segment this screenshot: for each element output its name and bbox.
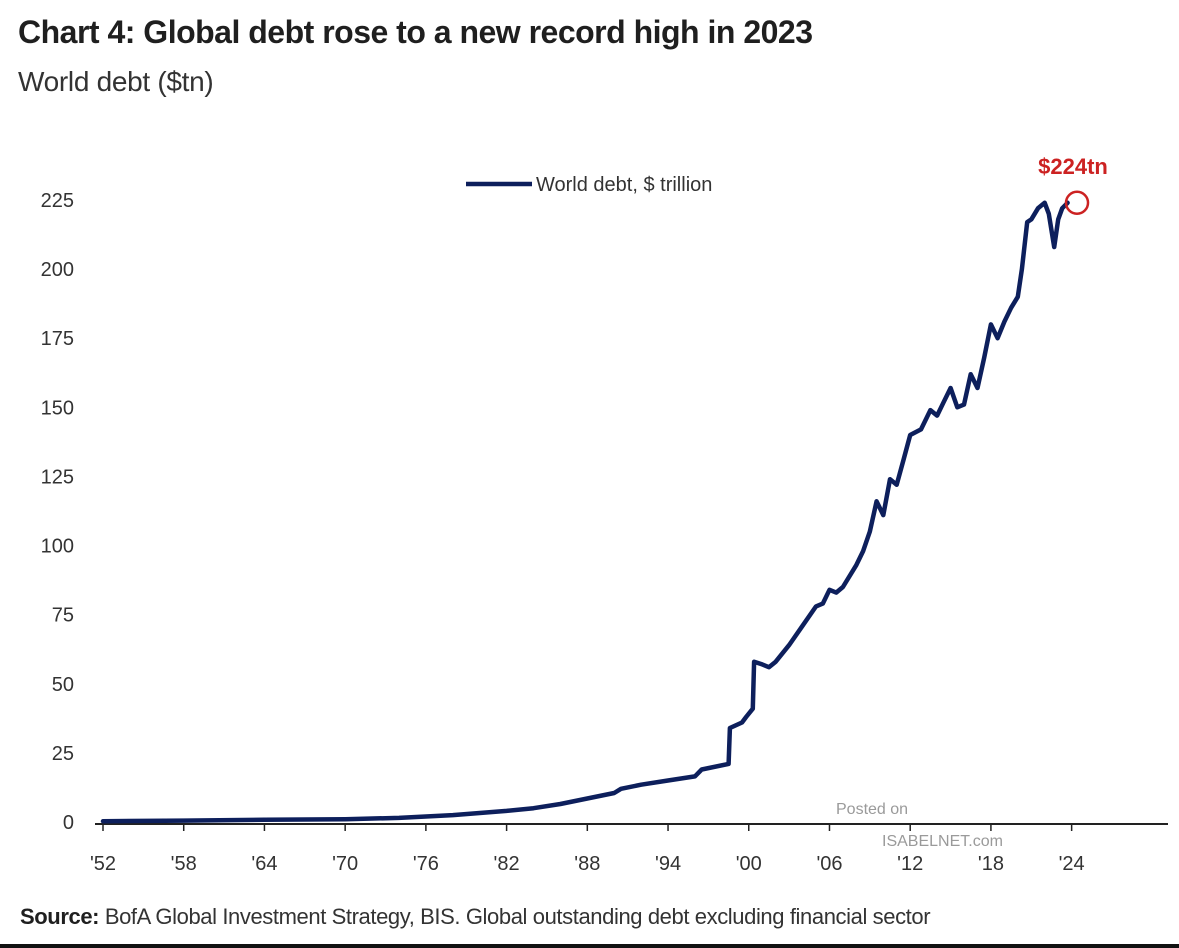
x-tick-label: '18 xyxy=(978,853,1004,875)
x-tick-label: '00 xyxy=(736,853,762,875)
y-tick-label: 200 xyxy=(41,259,74,281)
x-tick-label: '58 xyxy=(171,853,197,875)
y-tick-label: 150 xyxy=(41,397,74,419)
peak-marker-circle xyxy=(1064,190,1090,216)
chart-title: Chart 4: Global debt rose to a new recor… xyxy=(18,14,813,50)
x-tick-label: '88 xyxy=(574,853,600,875)
bottom-rule xyxy=(0,944,1179,948)
y-tick-label: 225 xyxy=(41,190,74,212)
x-tick-label: '24 xyxy=(1059,853,1085,875)
x-tick-label: '12 xyxy=(897,853,923,875)
x-axis-ticks: '52 '58 '64 '70 '76 '82 '88 '94 '00 '06 '12 '18 '24 xyxy=(90,824,1085,875)
watermark-posted-on: Posted on xyxy=(836,801,908,818)
peak-annotation-label: $224tn xyxy=(1038,154,1108,179)
y-tick-label: 0 xyxy=(63,812,74,834)
legend-label: World debt, $ trillion xyxy=(536,174,712,196)
x-tick-label: '06 xyxy=(816,853,842,875)
y-tick-label: 25 xyxy=(52,743,74,765)
x-tick-label: '64 xyxy=(251,853,277,875)
y-axis-ticks: 0 25 50 75 100 125 150 175 200 225 xyxy=(41,190,74,834)
x-tick-label: '52 xyxy=(90,853,116,875)
y-tick-label: 125 xyxy=(41,466,74,488)
legend: World debt, $ trillion xyxy=(466,174,712,196)
y-tick-label: 75 xyxy=(52,605,74,627)
x-tick-label: '76 xyxy=(413,853,439,875)
peak-annotation: $224tn xyxy=(1038,154,1108,216)
series-line-world-debt xyxy=(100,200,1070,824)
chart-subtitle: World debt ($tn) xyxy=(18,66,214,97)
x-tick-label: '70 xyxy=(332,853,358,875)
source-label: Source: xyxy=(20,904,100,929)
y-tick-label: 50 xyxy=(52,674,74,696)
watermark: Posted on ISABELNET.com xyxy=(836,801,1003,850)
source-text: BofA Global Investment Strategy, BIS. Gl… xyxy=(99,904,931,929)
y-tick-label: 175 xyxy=(41,328,74,350)
x-tick-label: '94 xyxy=(655,853,681,875)
source-note: Source: BofA Global Investment Strategy,… xyxy=(20,904,931,930)
x-tick-label: '82 xyxy=(494,853,520,875)
watermark-isabelnet: ISABELNET.com xyxy=(882,833,1003,850)
y-tick-label: 100 xyxy=(41,536,74,558)
